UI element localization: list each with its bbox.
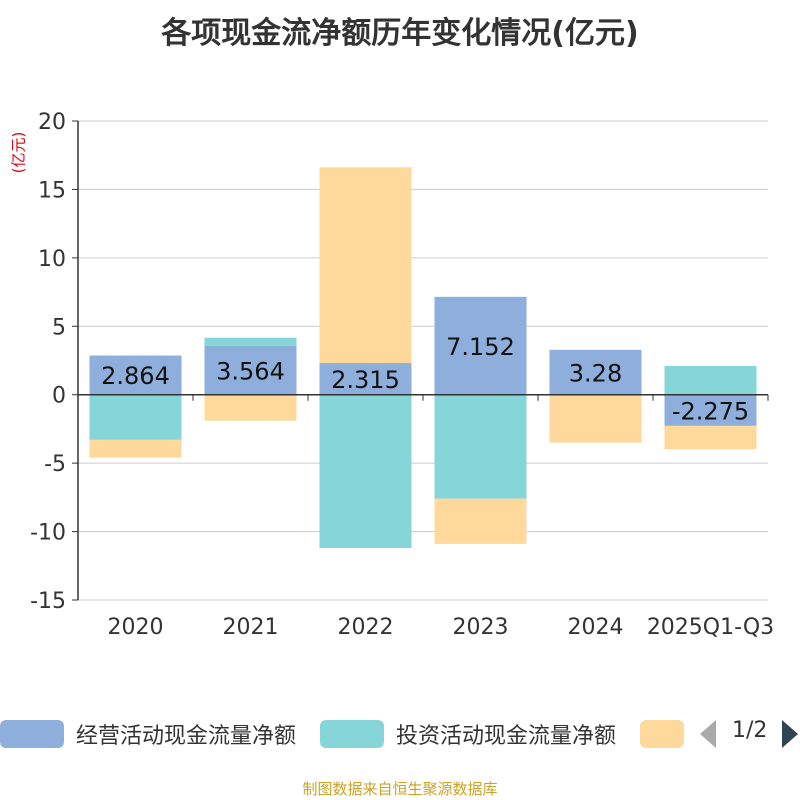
data-label: -2.275: [672, 397, 749, 425]
bar-series1-2021: [204, 337, 297, 346]
legend-page-indicator: 1/2: [732, 718, 768, 743]
bar-series2-2021: [204, 394, 297, 421]
bar-series0-2023: [434, 296, 527, 395]
legend-prev-arrow-icon[interactable]: [700, 720, 716, 748]
bar-series0-2020: [89, 355, 182, 395]
bar-series2-2020: [89, 439, 182, 458]
bar-series2-2023: [434, 498, 527, 544]
legend-next-arrow-icon[interactable]: [782, 720, 798, 748]
bar-series2-2022: [319, 167, 412, 364]
axes: [72, 120, 769, 601]
bar-series2-2024: [549, 394, 642, 443]
y-tick-label: -10: [30, 521, 66, 546]
legend-label-investing: 投资活动现金流量净额: [396, 724, 617, 749]
bar-series0-2022: [319, 363, 412, 395]
legend-item-investing[interactable]: 投资活动现金流量净额: [320, 716, 616, 752]
bar-series1-2023: [434, 394, 527, 499]
legend-swatch-investing: [320, 720, 384, 748]
x-tick-label: 2022: [338, 615, 394, 640]
y-tick-label: 20: [38, 110, 66, 135]
y-tick-label: -5: [44, 452, 66, 477]
y-tick-label: -15: [30, 589, 66, 614]
y-tick-label: 15: [38, 178, 66, 203]
y-tick-label: 0: [52, 384, 66, 409]
bar-series1-2025Q1-Q3: [664, 365, 757, 395]
bar-series0-2025Q1-Q3: [664, 394, 757, 426]
x-tick-label: 2024: [568, 615, 624, 640]
bar-series0-2021: [204, 345, 297, 395]
bars: [89, 167, 757, 548]
bar-series1-2020: [89, 394, 182, 440]
y-tick-label: 10: [38, 247, 66, 272]
legend: 经营活动现金流量净额 投资活动现金流量净额: [0, 716, 800, 752]
x-tick-label: 2020: [108, 615, 164, 640]
data-label: 2.315: [331, 366, 400, 394]
chart-title: 各项现金流净额历年变化情况(亿元): [161, 16, 639, 51]
y-tick-label: 5: [52, 315, 66, 340]
bar-chart: 20 15 10 5 0 -5 -10 -15 2020 2021 2022 2023 2024 2025…: [30, 110, 774, 640]
bar-series1-2022: [319, 394, 412, 548]
labels: 20 15 10 5 0 -5 -10 -15 2020 2021 2022 2023 2024 2025…: [30, 110, 774, 640]
legend-swatch-third: [640, 720, 684, 748]
data-source-note: 制图数据来自恒生聚源数据库: [302, 780, 498, 798]
legend-item-third[interactable]: [640, 716, 684, 752]
legend-item-operating[interactable]: 经营活动现金流量净额: [0, 716, 296, 752]
legend-label-operating: 经营活动现金流量净额: [76, 724, 297, 749]
bar-series0-2024: [549, 349, 642, 395]
grid-lines: [78, 120, 768, 601]
data-label: 2.864: [101, 362, 170, 390]
legend-swatch-operating: [0, 720, 64, 748]
data-label: 3.28: [569, 359, 622, 387]
x-tick-label: 2021: [223, 615, 279, 640]
legend-pager: 1/2: [700, 716, 800, 752]
x-tick-label: 2023: [453, 615, 509, 640]
data-label: 7.152: [446, 333, 515, 361]
bar-series2-2025Q1-Q3: [664, 425, 757, 450]
x-tick-label: 2025Q1-Q3: [647, 615, 774, 640]
data-label: 3.564: [216, 357, 285, 385]
